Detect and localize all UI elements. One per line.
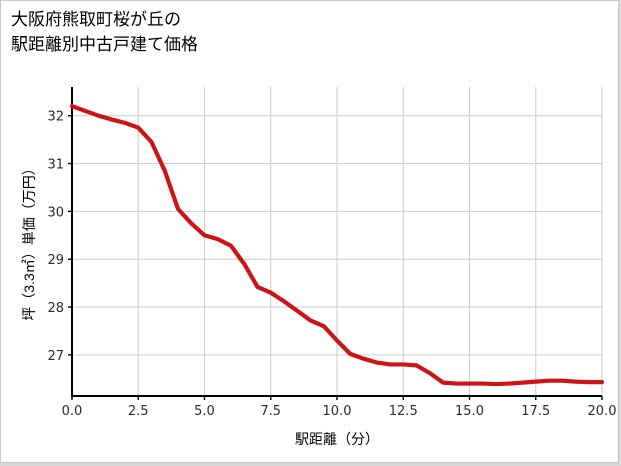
x-tick-label: 2.5 — [128, 404, 149, 419]
y-axis-title: 坪（3.3㎡）単価（万円） — [21, 161, 37, 320]
gridlines-group — [71, 87, 603, 396]
data-series-group — [69, 104, 605, 387]
tickmarks-group — [68, 114, 603, 400]
x-tick-label: 10.0 — [323, 404, 352, 419]
x-tick-label: 20.0 — [588, 404, 617, 419]
x-tick-label: 5.0 — [194, 404, 215, 419]
x-tick-label: 12.5 — [389, 404, 418, 419]
y-tick-label: 27 — [47, 349, 64, 364]
tick-labels-group: 0.0 2.5 5.0 7.5 10.0 12.5 15.0 17.5 20.0 27 28 29 30… — [47, 110, 616, 419]
x-axis-title: 駅距離（分） — [295, 431, 379, 447]
chart-title: 大阪府熊取町桜が丘の 駅距離別中古戸建て価格 — [11, 10, 198, 54]
y-tick-label: 31 — [47, 158, 64, 173]
y-tick-label: 30 — [47, 205, 64, 220]
y-tick-label: 28 — [47, 301, 64, 316]
x-tick-label: 0.0 — [62, 404, 83, 419]
x-tick-label: 15.0 — [455, 404, 484, 419]
y-tick-label: 29 — [47, 253, 64, 268]
x-tick-label: 17.5 — [521, 404, 550, 419]
data-line-series — [69, 104, 605, 387]
x-tick-label: 7.5 — [260, 404, 281, 419]
y-tick-label: 32 — [47, 110, 64, 125]
